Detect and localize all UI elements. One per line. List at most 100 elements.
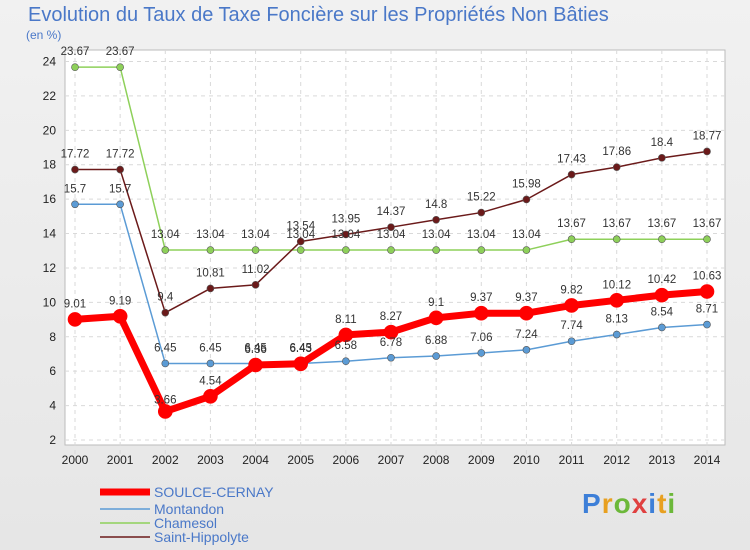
data-label: 6.45	[244, 342, 266, 354]
data-label: 9.01	[64, 298, 86, 310]
data-point	[251, 281, 260, 289]
data-label: 6.88	[425, 335, 447, 347]
data-point	[477, 208, 486, 217]
data-label: 10.12	[602, 279, 631, 291]
data-label: 9.82	[560, 284, 582, 296]
data-point	[71, 165, 79, 174]
x-tick-label: 2004	[242, 453, 269, 467]
y-tick-label: 24	[43, 55, 57, 69]
data-label: 3.66	[154, 394, 176, 406]
data-point	[248, 357, 263, 373]
y-unit-label: (en %)	[26, 28, 62, 42]
x-tick-label: 2009	[468, 453, 495, 467]
data-point	[296, 246, 305, 254]
data-label: 13.04	[377, 229, 406, 241]
data-label: 13.04	[331, 229, 360, 241]
data-label: 23.67	[61, 46, 90, 58]
data-point	[432, 215, 440, 224]
data-label: 13.04	[241, 229, 270, 241]
data-label: 15.7	[64, 183, 86, 195]
data-point	[67, 312, 83, 327]
data-label: 8.11	[335, 314, 357, 326]
data-label: 17.72	[106, 149, 135, 161]
data-label: 9.37	[515, 292, 537, 304]
data-point	[612, 330, 621, 339]
data-label: 8.54	[651, 306, 674, 318]
data-label: 4.54	[199, 375, 222, 387]
data-point	[71, 63, 79, 71]
data-label: 8.13	[606, 314, 628, 326]
y-tick-label: 18	[43, 158, 57, 172]
data-label: 17.43	[557, 154, 586, 166]
y-tick-label: 2	[49, 433, 56, 447]
x-tick-label: 2007	[378, 453, 405, 467]
data-point	[432, 352, 440, 360]
data-point	[116, 165, 124, 174]
data-label: 13.95	[331, 213, 360, 225]
data-label: 6.43	[290, 343, 312, 355]
data-label: 8.71	[696, 304, 718, 316]
data-label: 17.86	[602, 146, 631, 158]
x-tick-label: 2001	[107, 453, 134, 467]
series-saint-hippolyte	[71, 147, 711, 317]
data-label: 13.04	[196, 229, 225, 241]
x-tick-label: 2012	[603, 453, 630, 467]
data-label: 6.36	[244, 344, 266, 356]
chart-title: Evolution du Taux de Taxe Foncière sur l…	[28, 4, 609, 26]
data-label: 6.45	[154, 342, 176, 354]
legend-label: Montandon	[154, 501, 224, 517]
data-label: 10.63	[693, 271, 722, 283]
series-chamesol	[71, 63, 711, 254]
data-point	[654, 287, 670, 303]
data-label: 7.74	[560, 320, 583, 332]
y-tick-label: 12	[43, 261, 57, 275]
data-point	[564, 298, 579, 313]
y-tick-label: 6	[49, 364, 56, 378]
data-point	[477, 246, 486, 254]
data-label: 9.4	[157, 292, 174, 304]
data-label: 13.04	[422, 229, 451, 241]
data-labels: 23.67 23.67 13.04 13.04 13.04 13.04 13.04 13.04…	[61, 46, 722, 406]
data-label: 9.19	[109, 295, 131, 307]
data-label: 13.04	[467, 229, 496, 241]
data-point	[112, 308, 128, 324]
x-tick-label: 2005	[287, 453, 314, 467]
data-label: 15.22	[467, 192, 496, 204]
data-point	[567, 337, 576, 346]
data-point	[522, 246, 531, 254]
data-point	[161, 308, 170, 317]
data-point	[116, 63, 124, 71]
data-point	[703, 147, 711, 156]
data-point	[203, 389, 218, 404]
data-point	[71, 200, 79, 209]
data-point	[387, 246, 395, 254]
data-point	[206, 246, 215, 254]
data-point	[251, 246, 260, 254]
data-point	[522, 346, 531, 354]
data-label: 15.98	[512, 178, 541, 190]
data-label: 14.37	[377, 206, 406, 218]
data-label: 13.67	[557, 218, 586, 230]
data-point	[293, 356, 309, 372]
x-tick-label: 2003	[197, 453, 224, 467]
data-point	[296, 237, 305, 246]
data-label: 8.27	[380, 311, 402, 323]
x-tick-label: 2002	[152, 453, 179, 467]
data-point	[658, 323, 666, 332]
y-tick-label: 14	[43, 227, 57, 241]
data-label: 6.78	[380, 337, 402, 349]
data-label: 10.81	[196, 267, 225, 279]
legend-label: SOULCE-CERNAY	[154, 484, 274, 500]
data-point	[342, 246, 350, 254]
y-tick-label: 10	[43, 295, 57, 309]
legend: SOULCE-CERNAYMontandonChamesolSaint-Hipp…	[100, 484, 274, 545]
data-label: 6.58	[335, 340, 357, 352]
data-label: 13.04	[512, 229, 541, 241]
x-tick-label: 2008	[423, 453, 450, 467]
y-tick-label: 22	[43, 89, 57, 103]
data-label: 14.8	[425, 199, 447, 211]
data-point	[383, 324, 399, 340]
data-label: 11.02	[242, 264, 270, 276]
